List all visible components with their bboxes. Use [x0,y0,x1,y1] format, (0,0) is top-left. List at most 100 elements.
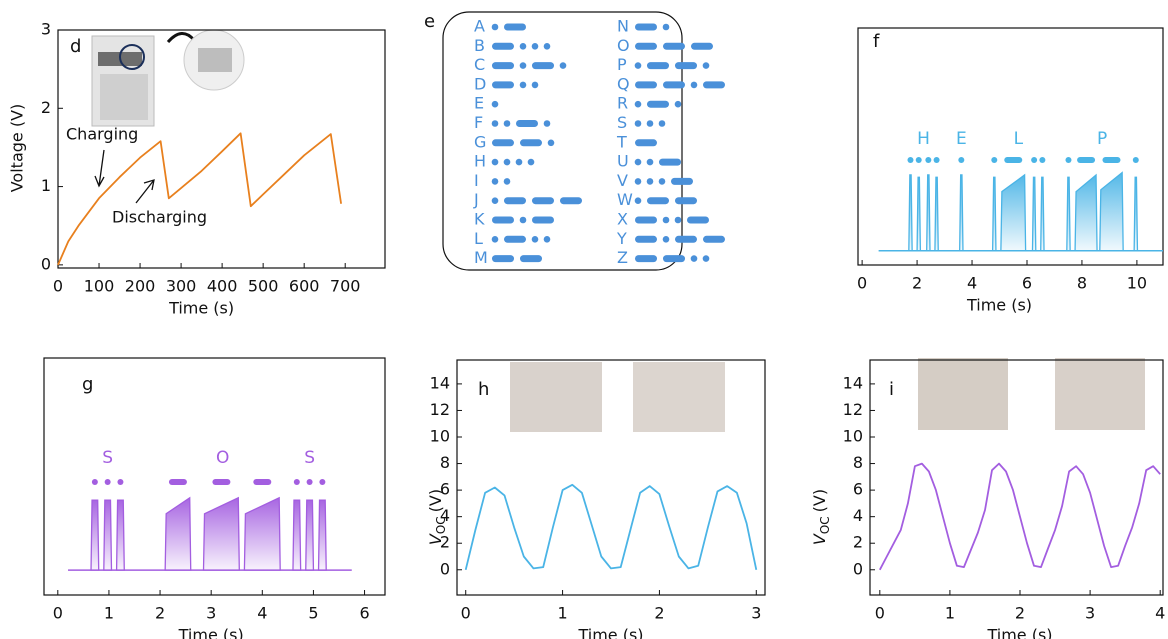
morse-dot [559,62,567,69]
y-tick-label: 0 [853,559,863,578]
morse-dash [687,216,709,224]
morse-dot [543,43,551,50]
morse-dot [915,157,922,163]
morse-dash [168,479,187,485]
morse-letter: H [474,152,486,171]
morse-dot [1039,157,1046,163]
y-label-unit: (V) [810,489,829,512]
x-tick-label: 100 [84,277,115,296]
morse-letter: M [474,248,488,267]
morse-dash [532,197,554,205]
morse-dot [503,120,511,127]
morse-letter: P [617,55,627,74]
morse-dash [635,23,657,31]
morse-letter: O [617,36,630,55]
inset-calculator [91,29,245,127]
morse-letter: B [474,36,485,55]
y-axis-label: VOC (V) [810,489,832,545]
x-tick-label: 8 [1077,274,1087,293]
pulse [243,496,281,571]
morse-dot [519,62,527,69]
morse-letter: C [474,55,485,74]
morse-dot [491,100,499,108]
x-tick-label: 3 [206,604,216,623]
x-tick-label: 6 [359,604,369,623]
morse-dot [634,158,642,166]
morse-dot [491,197,499,204]
pulse [90,499,100,571]
morse-dot [1065,157,1072,163]
morse-dot [662,236,670,243]
y-tick-label: 3 [41,20,51,39]
morse-dot [674,100,682,108]
plot-frame [57,29,386,269]
data-line [879,462,1161,571]
morse-dash [253,479,272,485]
x-tick-label: 700 [330,277,361,296]
morse-letter: N [617,17,629,36]
x-tick-label: 200 [125,277,156,296]
pulse [908,174,913,252]
y-tick-label: 2 [853,533,863,552]
x-tick-label: 2 [1015,604,1025,623]
y-label-subscript: OC [434,516,448,534]
x-tick-label: 6 [1022,274,1032,293]
morse-dot [531,236,539,243]
x-axis-label: Time (s) [986,626,1052,639]
morse-dot [306,479,313,485]
morse-letter: L [474,229,483,248]
y-tick-label: 4 [440,506,450,525]
morse-dash [532,62,554,70]
annotation: Discharging [112,208,207,227]
morse-dash [663,42,685,50]
morse-dash [492,81,514,89]
y-tick-label: 8 [440,453,450,472]
morse-dash [492,139,514,147]
morse-dot [519,81,527,89]
panel-label: f [873,31,880,52]
morse-dash [635,216,657,224]
morse-dot [690,81,698,89]
y-tick-label: 4 [853,506,863,525]
morse-dash [663,81,685,89]
pulse [926,174,931,252]
morse-dash [647,197,669,205]
x-tick-label: 0 [53,277,63,296]
morse-dash [659,158,681,166]
pulse [1000,173,1027,252]
morse-dash [520,139,542,147]
morse-letter: X [617,210,628,229]
morse-dot [531,43,539,50]
morse-dash [1004,157,1023,163]
morse-dot [958,157,965,163]
morse-dash [492,62,514,70]
letter-label: L [1014,129,1024,149]
morse-dot [634,197,642,204]
morse-dash [560,197,582,205]
x-tick-label: 4 [1155,604,1165,623]
pulse [317,499,327,571]
pulse [115,499,125,571]
morse-dot [515,158,523,166]
morse-dot [527,158,535,166]
morse-dot [543,236,551,243]
pulse [1099,171,1124,252]
morse-dot [1031,157,1038,163]
y-tick-label: 0 [41,254,51,273]
x-tick-label: 0 [875,604,885,623]
morse-dash [1077,157,1096,163]
x-tick-label: 2 [654,604,664,623]
morse-letter: F [474,113,483,132]
morse-dash [647,100,669,108]
pulse [991,176,997,252]
panel-label: h [478,379,489,400]
morse-letter: D [474,74,486,93]
x-axis-label: Time (s) [966,296,1032,315]
morse-letter: V [617,171,628,190]
morse-dot [491,178,499,185]
inset-photos [510,358,1145,432]
morse-dash [675,235,697,243]
morse-dash [492,255,514,263]
morse-dot [293,479,300,485]
pulse [305,499,315,571]
